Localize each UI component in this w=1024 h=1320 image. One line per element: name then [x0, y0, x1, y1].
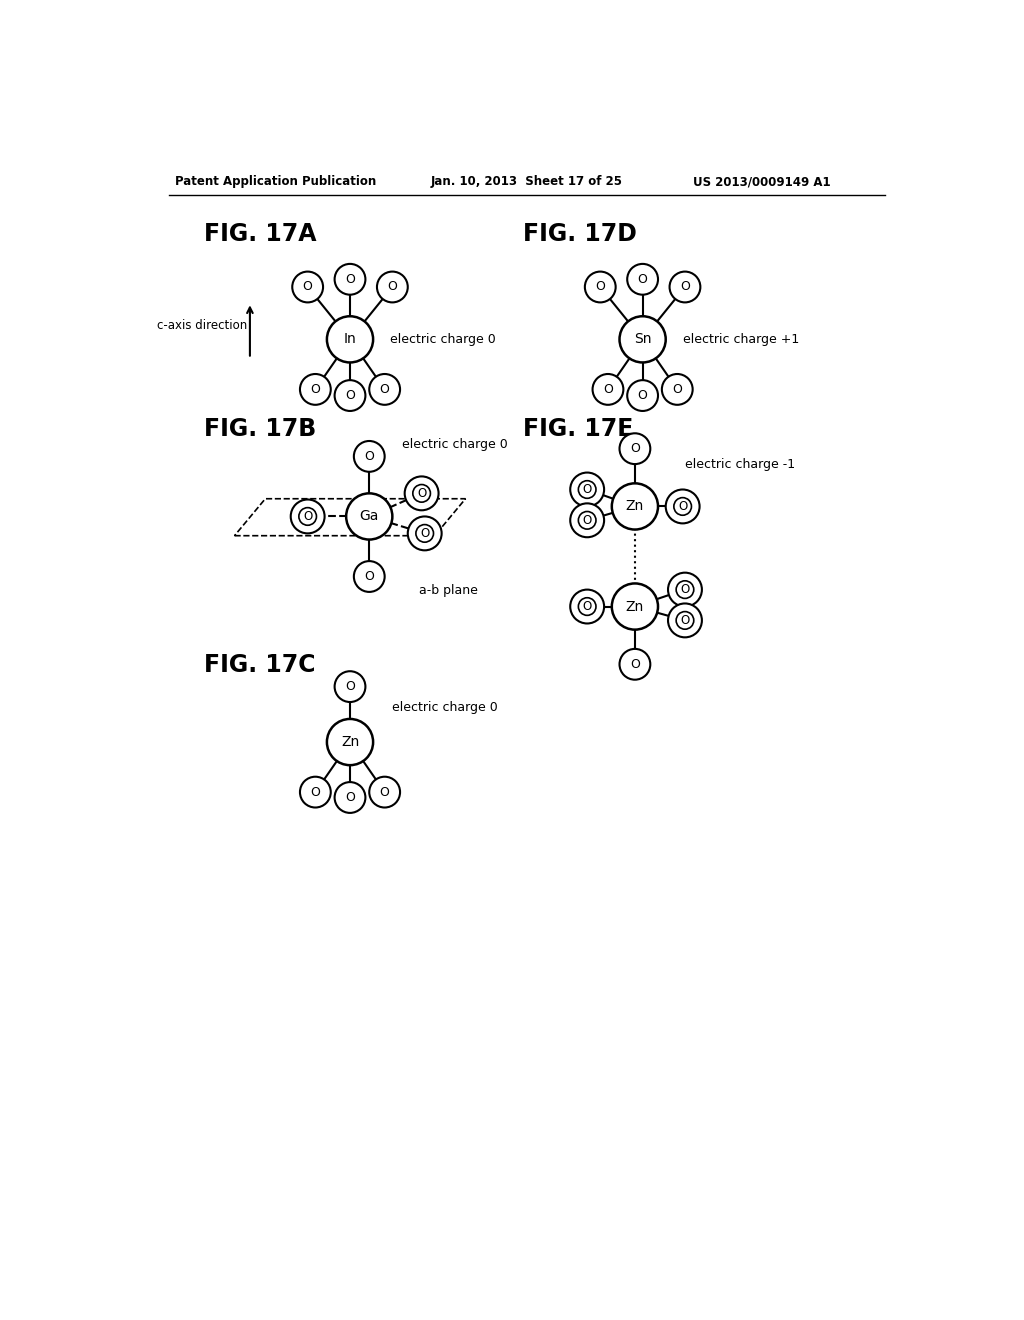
Text: electric charge -1: electric charge -1	[685, 458, 795, 471]
Circle shape	[668, 603, 701, 638]
Text: O: O	[680, 614, 689, 627]
Circle shape	[327, 719, 373, 766]
Text: electric charge 0: electric charge 0	[401, 438, 507, 451]
Text: Zn: Zn	[626, 599, 644, 614]
Text: O: O	[365, 450, 374, 463]
Text: FIG. 17B: FIG. 17B	[204, 417, 316, 441]
Text: O: O	[365, 570, 374, 583]
Circle shape	[335, 781, 366, 813]
Text: FIG. 17E: FIG. 17E	[523, 417, 634, 441]
Text: Ga: Ga	[359, 510, 379, 524]
Text: O: O	[417, 487, 426, 500]
Circle shape	[346, 494, 392, 540]
Circle shape	[300, 374, 331, 405]
Circle shape	[611, 583, 658, 630]
Circle shape	[300, 776, 331, 808]
Circle shape	[570, 503, 604, 537]
Text: electric charge +1: electric charge +1	[683, 333, 799, 346]
Circle shape	[327, 317, 373, 363]
Text: FIG. 17A: FIG. 17A	[204, 222, 316, 246]
Circle shape	[570, 590, 604, 623]
Circle shape	[620, 317, 666, 363]
Circle shape	[611, 483, 658, 529]
Circle shape	[666, 490, 699, 524]
Text: FIG. 17C: FIG. 17C	[204, 653, 315, 677]
Circle shape	[335, 380, 366, 411]
Text: O: O	[380, 383, 389, 396]
Text: electric charge 0: electric charge 0	[392, 701, 498, 714]
Circle shape	[408, 516, 441, 550]
Text: a-b plane: a-b plane	[419, 583, 478, 597]
Text: Zn: Zn	[626, 499, 644, 513]
Text: O: O	[595, 280, 605, 293]
Text: O: O	[583, 513, 592, 527]
Text: Jan. 10, 2013  Sheet 17 of 25: Jan. 10, 2013 Sheet 17 of 25	[431, 176, 623, 187]
Text: O: O	[420, 527, 429, 540]
Text: O: O	[303, 280, 312, 293]
Text: c-axis direction: c-axis direction	[158, 319, 248, 333]
Text: O: O	[678, 500, 687, 513]
Circle shape	[668, 573, 701, 607]
Text: Zn: Zn	[341, 735, 359, 748]
Circle shape	[628, 264, 658, 294]
Text: In: In	[344, 333, 356, 346]
Text: O: O	[638, 273, 647, 286]
Text: O: O	[380, 785, 389, 799]
Circle shape	[404, 477, 438, 511]
Circle shape	[354, 441, 385, 471]
Text: O: O	[673, 383, 682, 396]
Circle shape	[354, 561, 385, 591]
Circle shape	[620, 433, 650, 465]
Circle shape	[292, 272, 323, 302]
Circle shape	[570, 473, 604, 507]
Text: Patent Application Publication: Patent Application Publication	[175, 176, 377, 187]
Text: O: O	[638, 389, 647, 403]
Text: O: O	[303, 510, 312, 523]
Circle shape	[628, 380, 658, 411]
Text: FIG. 17D: FIG. 17D	[523, 222, 637, 246]
Circle shape	[370, 776, 400, 808]
Circle shape	[291, 499, 325, 533]
Text: Sn: Sn	[634, 333, 651, 346]
Text: O: O	[345, 273, 355, 286]
Text: O: O	[345, 791, 355, 804]
Circle shape	[335, 264, 366, 294]
Text: O: O	[630, 442, 640, 455]
Text: O: O	[630, 657, 640, 671]
Text: US 2013/0009149 A1: US 2013/0009149 A1	[692, 176, 830, 187]
Circle shape	[335, 672, 366, 702]
Text: O: O	[310, 383, 321, 396]
Circle shape	[620, 649, 650, 680]
Circle shape	[593, 374, 624, 405]
Circle shape	[662, 374, 692, 405]
Circle shape	[377, 272, 408, 302]
Circle shape	[670, 272, 700, 302]
Text: O: O	[583, 601, 592, 612]
Text: O: O	[387, 280, 397, 293]
Text: O: O	[583, 483, 592, 496]
Text: O: O	[680, 280, 690, 293]
Text: O: O	[310, 785, 321, 799]
Text: O: O	[345, 680, 355, 693]
Text: O: O	[345, 389, 355, 403]
Circle shape	[585, 272, 615, 302]
Circle shape	[370, 374, 400, 405]
Text: O: O	[603, 383, 613, 396]
Text: electric charge 0: electric charge 0	[390, 333, 496, 346]
Text: O: O	[680, 583, 689, 597]
